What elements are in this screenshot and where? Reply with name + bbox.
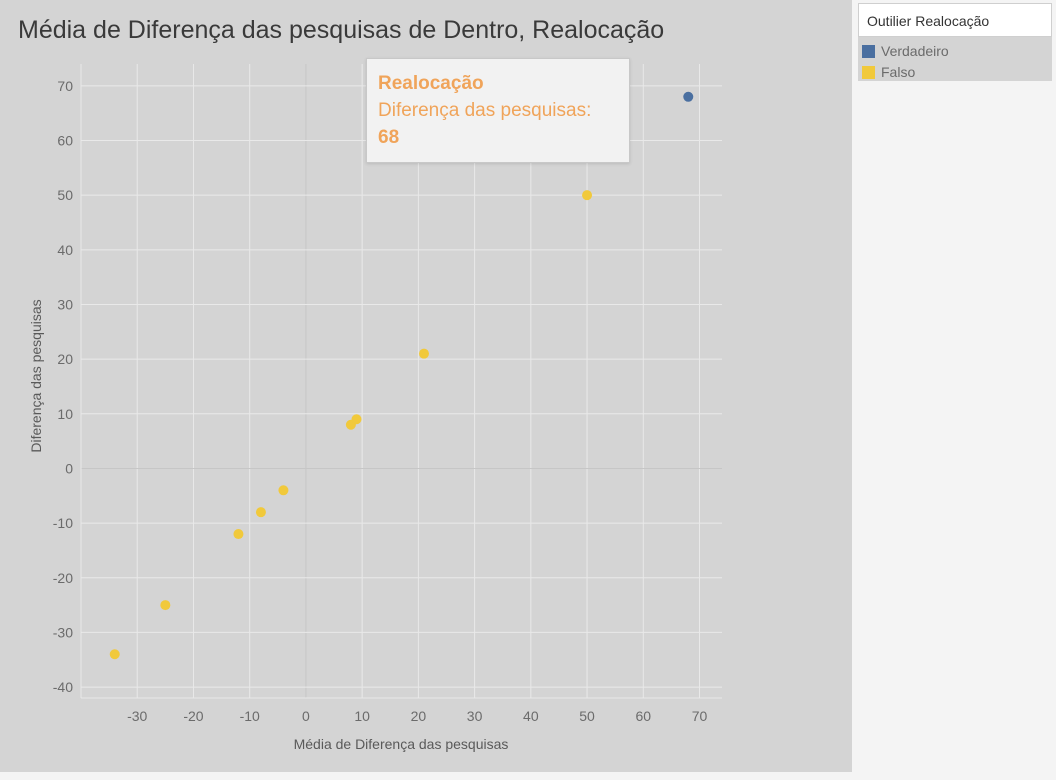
y-tick-label: -20: [53, 570, 73, 586]
data-point: [683, 91, 694, 102]
y-tick-label: 20: [57, 351, 73, 367]
tooltip-title: Realocação: [378, 73, 484, 94]
y-tick-label: 10: [57, 406, 73, 422]
x-tick-label: 10: [354, 708, 370, 724]
data-point: [418, 348, 429, 359]
y-tick-label: 40: [57, 242, 73, 258]
data-point: [109, 649, 120, 660]
x-tick-label: 50: [579, 708, 595, 724]
legend-title: Outilier Realocação: [858, 3, 1052, 37]
legend-label-verdadeiro: Verdadeiro: [881, 43, 949, 59]
legend-item-falso[interactable]: Falso: [862, 62, 915, 82]
x-tick-label: -20: [183, 708, 203, 724]
data-point: [255, 507, 266, 518]
tooltip-value: 68: [378, 127, 400, 148]
data-point: [582, 190, 593, 201]
x-tick-label: -10: [240, 708, 260, 724]
data-point: [278, 485, 289, 496]
legend: Outilier Realocação Verdadeiro Falso: [858, 3, 1052, 81]
x-tick-label: -30: [127, 708, 147, 724]
legend-label-falso: Falso: [881, 64, 916, 80]
x-tick-label: 20: [411, 708, 427, 724]
tooltip-label: Diferença das pesquisas:: [378, 100, 592, 121]
x-tick-label: 40: [523, 708, 539, 724]
data-point: [351, 414, 362, 425]
scatter-plot: -30 -20 -10 0 10 20 30 40 50 60 70 -40 -30 -20 -10 0 10 2…: [28, 64, 722, 752]
x-tick-label: 60: [635, 708, 651, 724]
tooltip: Realocação Diferença das pesquisas: 68: [366, 58, 630, 163]
legend-item-verdadeiro[interactable]: Verdadeiro: [862, 41, 949, 61]
legend-swatch-falso: [862, 65, 875, 79]
y-tick-label: 50: [57, 187, 73, 203]
data-point: [233, 529, 244, 540]
chart-panel: Média de Diferença das pesquisas de Dent…: [0, 0, 852, 772]
y-tick-label: 0: [65, 460, 73, 476]
data-point: [160, 600, 171, 611]
y-tick-label: 60: [57, 133, 73, 149]
y-tick-label: -10: [53, 515, 73, 531]
y-tick-label: -30: [53, 624, 73, 640]
y-tick-label: 70: [57, 78, 73, 94]
y-tick-label: -40: [53, 679, 73, 695]
x-tick-label: 70: [692, 708, 708, 724]
x-axis-title: Média de Diferença das pesquisas: [294, 736, 509, 752]
legend-swatch-verdadeiro: [862, 44, 875, 58]
x-tick-label: 30: [467, 708, 483, 724]
chart-title: Média de Diferença das pesquisas de Dent…: [18, 16, 665, 44]
y-axis-title: Diferença das pesquisas: [28, 299, 44, 452]
x-tick-label: 0: [302, 708, 310, 724]
y-tick-label: 30: [57, 296, 73, 312]
